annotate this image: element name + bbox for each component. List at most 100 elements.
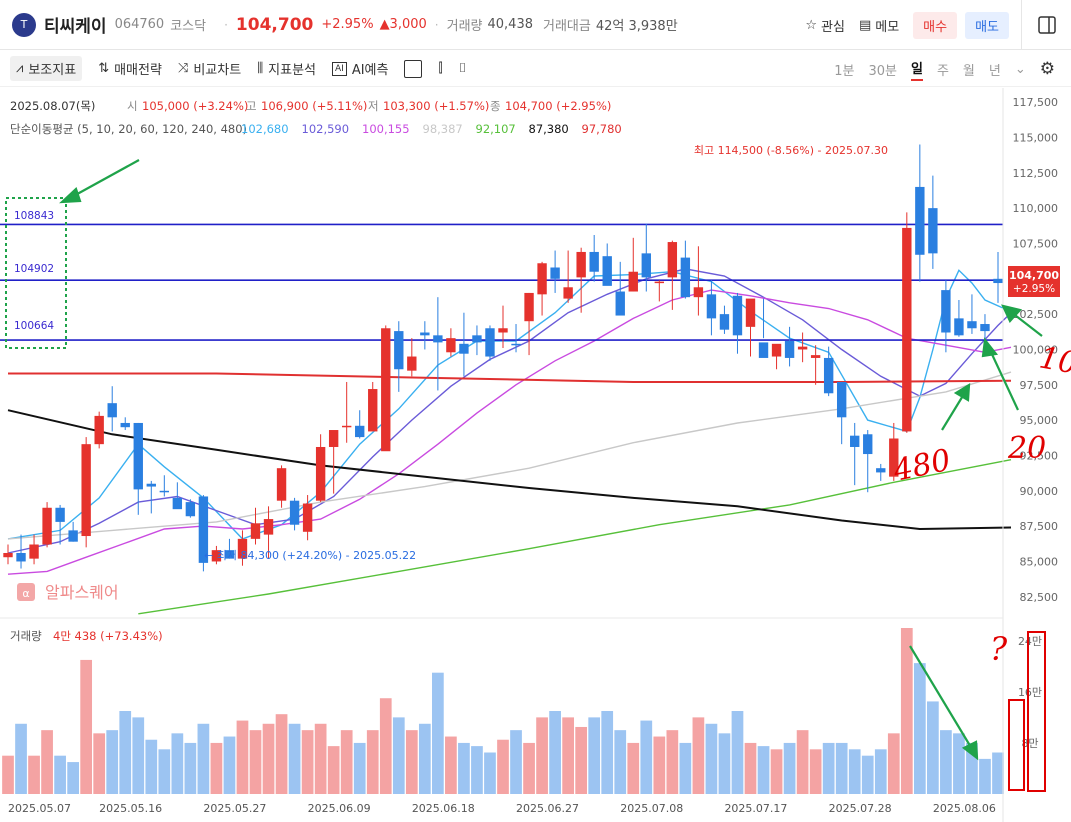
- ma-lines: [7, 268, 1012, 615]
- hand-480: 480: [889, 443, 953, 489]
- candle-body: [667, 242, 678, 278]
- volume-bar: [80, 659, 93, 794]
- candle-body: [433, 335, 443, 343]
- candle-body: [302, 503, 313, 532]
- square-tool-button[interactable]: [404, 59, 423, 78]
- volume-bar: [119, 711, 132, 794]
- buy-button[interactable]: 매수: [913, 11, 958, 39]
- volume-bar: [549, 711, 561, 794]
- chart-type-button[interactable]: ⫿: [438, 61, 442, 76]
- volume-bar: [588, 717, 601, 794]
- x-tick-label: 2025.06.09: [308, 802, 371, 815]
- watch-button[interactable]: ☆ 관심: [805, 16, 845, 35]
- sell-button[interactable]: 매도: [965, 11, 1009, 39]
- volume-bar: [809, 749, 822, 794]
- volume-bar: [445, 736, 457, 794]
- y-tick-label: 100,000: [1013, 343, 1059, 356]
- volume-bar: [392, 717, 405, 794]
- compare-label: 비교차트: [193, 63, 242, 78]
- volume-bar: [887, 733, 900, 794]
- price-tag-pct: +2.95%: [1013, 283, 1055, 295]
- volume-bar: [627, 742, 640, 794]
- arrow-line-1: [69, 159, 140, 199]
- volume-bar: [432, 672, 444, 794]
- volume-bar: [848, 749, 861, 794]
- screenshot-button[interactable]: ⌷: [459, 61, 467, 76]
- volume-pane-label: 거래량: [10, 629, 42, 643]
- candle-body: [615, 291, 625, 316]
- y-tick-label: 107,500: [1013, 237, 1059, 250]
- arrow-head-3: [981, 337, 999, 358]
- hand-question: ?: [990, 630, 1008, 668]
- candle-body: [706, 294, 717, 319]
- gear-icon[interactable]: ⚙: [1039, 59, 1055, 79]
- volume-bar: [536, 717, 548, 794]
- y-tick-label: 90,000: [1020, 485, 1059, 498]
- candle-body: [863, 434, 873, 455]
- info-close: 104,700 (+2.95%): [505, 99, 611, 113]
- high-annotation: 최고 114,500 (-8.56%) - 2025.07.30: [694, 144, 888, 157]
- candle-body: [289, 500, 300, 525]
- candle-body: [224, 550, 235, 559]
- candle-body: [589, 251, 599, 272]
- low-annotation: ← 최저 84,300 (+24.20%) - 2025.05.22: [204, 549, 416, 562]
- price-change: ▲3,000: [379, 17, 427, 32]
- tf-30min[interactable]: 30분: [868, 63, 897, 79]
- candle-body: [980, 324, 990, 332]
- tf-year[interactable]: 년: [988, 63, 1001, 79]
- stock-name[interactable]: 티씨케이: [44, 17, 107, 37]
- hline-label-2: 104902: [14, 263, 54, 275]
- hline-label-3: 100664: [14, 320, 54, 332]
- candle-body: [315, 446, 326, 501]
- candle-body: [550, 267, 560, 279]
- hline-label-1: 108843: [14, 210, 54, 222]
- x-tick-label: 2025.08.06: [933, 802, 996, 815]
- volume-label: 거래량: [446, 19, 483, 34]
- volume-bar: [953, 733, 965, 794]
- compare-button[interactable]: ⤨ 비교차트: [178, 59, 241, 78]
- strategy-label: 매매전략: [114, 63, 162, 78]
- volume-bar: [757, 746, 770, 794]
- info-date: 2025.08.07(목): [10, 99, 95, 113]
- volume-bar: [197, 723, 210, 794]
- tf-week[interactable]: 주: [936, 63, 949, 79]
- y-tick-label: 102,500: [1013, 308, 1059, 321]
- ma-legend-value: 102,680: [241, 122, 289, 136]
- volume-bar: [940, 730, 952, 794]
- ma-line-20: [7, 289, 1012, 575]
- candle-body: [902, 227, 912, 432]
- hand-20: 20: [1007, 431, 1046, 466]
- candle-body: [915, 186, 925, 255]
- ma-legend-value: 100,155: [362, 122, 410, 136]
- chevron-down-icon[interactable]: ⌄: [1014, 61, 1026, 77]
- volume-pane-value: 4만 438 (+73.43%): [53, 629, 163, 643]
- memo-button[interactable]: ▤ 메모: [859, 16, 899, 35]
- ma-legend-value: 87,380: [529, 122, 569, 136]
- volume-bar: [171, 733, 184, 794]
- candle-body: [420, 332, 430, 336]
- volume-bar: [692, 717, 705, 794]
- tf-day[interactable]: 일: [910, 58, 923, 81]
- volume-bar: [913, 663, 926, 794]
- indicator-button[interactable]: ⩘ 보조지표: [10, 56, 83, 81]
- separator-dot: ·: [434, 17, 439, 32]
- analysis-button[interactable]: ⫼ 지표분석: [257, 59, 316, 78]
- amount-value: 42억 3,938만: [595, 19, 678, 34]
- volume-bar: [132, 717, 145, 794]
- candlestick-icon: ⫿: [438, 61, 443, 76]
- indicator-label: 보조지표: [28, 63, 77, 78]
- tf-month[interactable]: 월: [962, 63, 975, 79]
- volume-bar: [405, 730, 418, 794]
- ai-button[interactable]: AI AI예측: [332, 59, 388, 78]
- volume-bar: [783, 742, 796, 794]
- memo-label: 메모: [875, 19, 900, 35]
- volume-bar: [822, 742, 835, 794]
- volume-bar: [796, 730, 809, 794]
- panel-toggle-button[interactable]: [1021, 0, 1071, 50]
- stock-chart[interactable]: 82,500 85,000 87,500 90,000 92,500 95,000 97,5…: [0, 88, 1071, 822]
- tf-1min[interactable]: 1분: [834, 63, 855, 79]
- strategy-button[interactable]: ⇅ 매매전략: [98, 59, 162, 78]
- volume-bar: [927, 701, 939, 794]
- volume-bar: [275, 714, 288, 794]
- candle-body: [680, 257, 691, 298]
